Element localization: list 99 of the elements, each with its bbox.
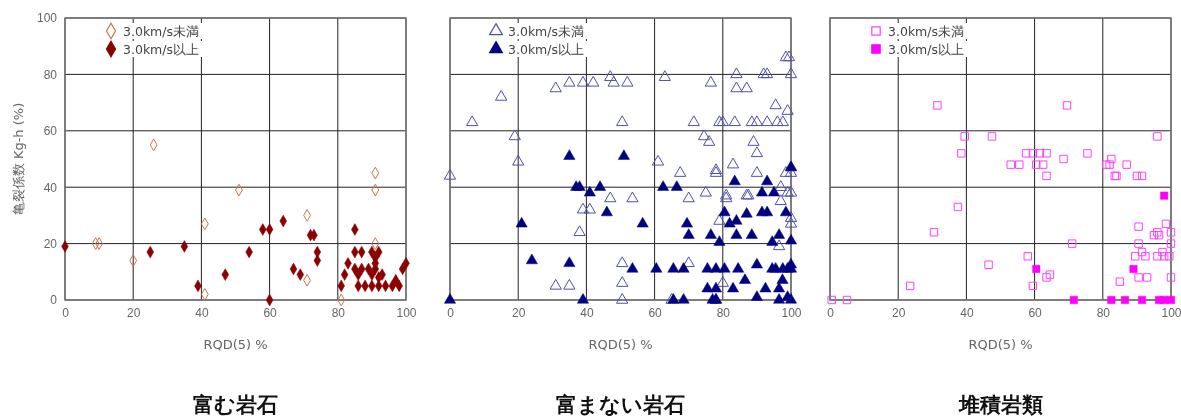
point [933, 101, 942, 110]
point [1161, 219, 1171, 229]
x-tick-label: 20 [512, 305, 526, 320]
point [1105, 160, 1114, 169]
point [1130, 252, 1140, 261]
point [827, 295, 836, 305]
point [960, 132, 969, 141]
point [957, 149, 966, 158]
y-tick-label: 20 [43, 236, 58, 251]
point [1153, 228, 1162, 237]
x-axis-title: RQD(5) % [588, 337, 653, 352]
point [842, 295, 852, 305]
x-tick-label: 60 [263, 305, 278, 320]
point [1138, 296, 1146, 304]
point [1032, 160, 1041, 169]
point [1107, 296, 1116, 304]
legend-label: 3.0km/s以上 [508, 41, 585, 57]
x-tick-label: 40 [580, 305, 594, 320]
point [1028, 149, 1038, 158]
point [1028, 281, 1038, 291]
point [984, 260, 993, 269]
point [1023, 252, 1032, 261]
legend-label: 3.0km/s以上 [888, 41, 965, 57]
point [1159, 252, 1169, 261]
point [1122, 160, 1131, 169]
x-tick-label: 40 [195, 305, 209, 320]
x-tick-label: 100 [396, 305, 417, 320]
y-tick-label: 100 [36, 11, 58, 26]
point [987, 132, 997, 141]
y-tick-label: 80 [43, 67, 58, 82]
point [1154, 230, 1164, 240]
x-tick-label: 0 [827, 305, 835, 320]
point [1160, 191, 1169, 200]
x-tick-label: 0 [62, 305, 70, 320]
x-tick-label: 40 [960, 305, 974, 320]
point [1132, 171, 1142, 181]
point [1083, 149, 1092, 158]
point [1035, 149, 1044, 158]
point [1153, 252, 1162, 261]
point [1015, 160, 1024, 169]
point [1115, 277, 1125, 286]
y-tick-label: 0 [50, 293, 58, 308]
point [1006, 160, 1015, 169]
legend-label: 3.0km/s未満 [123, 23, 200, 39]
text: 堆積岩類 [957, 393, 1043, 416]
point [1107, 154, 1116, 164]
x-tick-label: 80 [716, 305, 731, 320]
point [1153, 132, 1162, 141]
legend-label: 3.0km/s未満 [508, 23, 585, 39]
x-axis-title: RQD(5) % [968, 337, 1033, 352]
x-tick-label: 0 [447, 305, 455, 320]
point [1137, 247, 1147, 257]
x-tick-label: 80 [331, 305, 346, 320]
point [1121, 296, 1129, 304]
point [1166, 273, 1176, 282]
x-tick-label: 100 [781, 305, 802, 320]
y-tick-label: 40 [43, 180, 58, 195]
point [1059, 154, 1068, 164]
point [1137, 171, 1147, 181]
text: 富まない岩石 [556, 393, 685, 416]
point [1158, 247, 1167, 257]
point [1167, 296, 1175, 304]
point [1134, 239, 1143, 248]
point [1160, 296, 1169, 304]
point [1045, 270, 1055, 279]
point [1165, 252, 1174, 261]
point [1134, 273, 1143, 282]
legend-label: 3.0km/s未満 [888, 23, 965, 39]
point [1069, 296, 1078, 304]
point [1062, 101, 1072, 110]
y-tick-label: 60 [43, 124, 58, 139]
point [1038, 160, 1048, 169]
point [1067, 239, 1077, 248]
x-tick-label: 60 [648, 305, 663, 320]
y-axis-title: 亀裂係数 Kg-h (%) [11, 102, 26, 216]
legend-label: 3.0km/s以上 [123, 41, 200, 57]
point [953, 202, 963, 212]
x-tick-label: 20 [892, 305, 906, 320]
point [1149, 230, 1159, 240]
x-tick-label: 80 [1096, 305, 1111, 320]
x-tick-label: 100 [1161, 305, 1181, 320]
point [1141, 252, 1150, 261]
point [1102, 160, 1111, 169]
point [1142, 273, 1152, 282]
x-axis-title: RQD(5) % [203, 337, 268, 352]
point [1032, 265, 1041, 273]
point [1042, 273, 1051, 282]
x-tick-label: 20 [127, 305, 141, 320]
point [1166, 239, 1176, 248]
point [1129, 265, 1138, 273]
point [929, 228, 939, 237]
x-tick-label: 60 [1028, 305, 1043, 320]
point [1166, 228, 1176, 237]
point [905, 281, 915, 291]
point [1134, 222, 1143, 231]
point [1021, 149, 1031, 158]
text: 富む岩石 [193, 393, 278, 416]
point [1042, 149, 1051, 158]
point [1042, 171, 1051, 181]
